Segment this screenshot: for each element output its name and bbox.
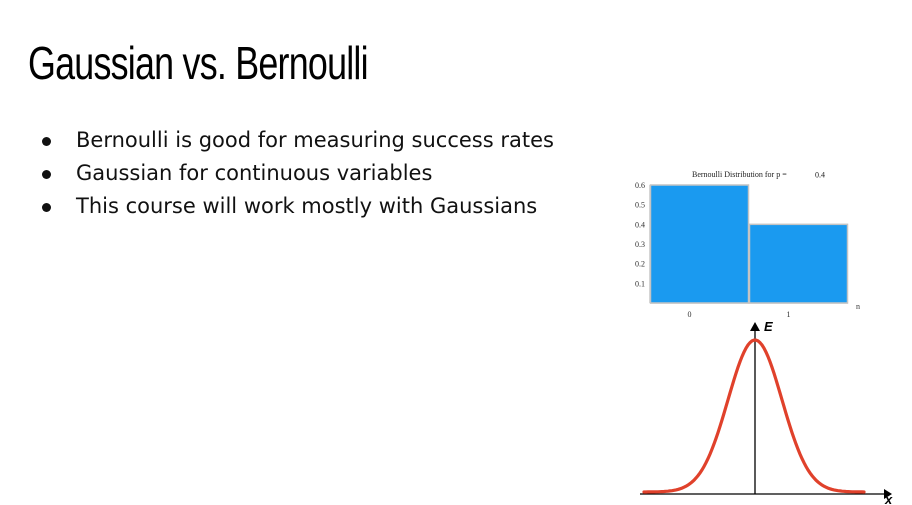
bernoulli-labels-group: 0.1 0.2 0.3 0.4 0.5 0.6 0 1 n [635, 181, 860, 319]
x-tick-label: 0 [688, 310, 692, 319]
x-axis-label: n [856, 302, 860, 311]
bullet-text: Bernoulli is good for measuring success … [76, 128, 554, 152]
y-axis-label: E [764, 319, 773, 334]
x-axis-arrow-icon [884, 489, 892, 499]
bullet-text: This course will work mostly with Gaussi… [76, 194, 538, 218]
y-tick-label: 0.4 [635, 220, 645, 229]
chart-p-value: 0.4 [815, 171, 825, 180]
bullet-list: Bernoulli is good for measuring success … [34, 124, 554, 223]
bullet-item: This course will work mostly with Gaussi… [34, 190, 554, 223]
bullet-dot-icon [42, 137, 51, 146]
y-tick-label: 0.3 [635, 240, 645, 249]
chart-title: Bernoulli Distribution for p = [692, 170, 787, 179]
y-tick-label: 0.2 [635, 260, 645, 269]
x-tick-label: 1 [787, 310, 791, 319]
bullet-dot-icon [42, 203, 51, 212]
bar [748, 223, 849, 304]
x-axis-label: x [884, 492, 893, 505]
bullet-text: Gaussian for continuous variables [76, 161, 433, 185]
bullet-item: Gaussian for continuous variables [34, 157, 554, 190]
bernoulli-chart: Bernoulli Distribution for p = 0.4 0.10.… [635, 170, 860, 319]
bernoulli-bars-group [649, 184, 849, 304]
y-axis-arrow-icon [750, 322, 760, 331]
bar [649, 184, 750, 304]
gaussian-curve-line [642, 338, 866, 494]
bullet-item: Bernoulli is good for measuring success … [34, 124, 554, 157]
gaussian-chart: E x [640, 319, 893, 505]
y-tick-label: 0.6 [635, 181, 645, 190]
slide-title: Gaussian vs. Bernoulli [28, 37, 369, 89]
y-tick-label: 0.1 [635, 279, 645, 288]
bullet-dot-icon [42, 170, 51, 179]
y-tick-label: 0.5 [635, 201, 645, 210]
